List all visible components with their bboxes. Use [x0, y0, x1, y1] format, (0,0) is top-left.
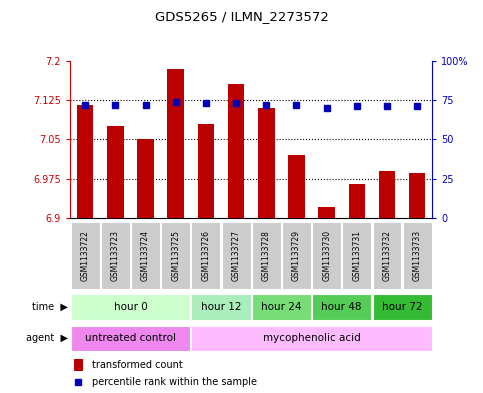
Text: time  ▶: time ▶ — [32, 302, 68, 312]
Bar — [318, 207, 335, 218]
Text: GSM1133723: GSM1133723 — [111, 230, 120, 281]
Bar — [379, 171, 395, 218]
Text: transformed count: transformed count — [92, 360, 183, 370]
Text: GSM1133727: GSM1133727 — [231, 230, 241, 281]
Bar — [349, 184, 365, 218]
Text: hour 0: hour 0 — [114, 302, 147, 312]
Bar — [312, 294, 371, 320]
Text: GSM1133724: GSM1133724 — [141, 230, 150, 281]
Text: agent  ▶: agent ▶ — [26, 333, 68, 343]
Text: hour 48: hour 48 — [322, 302, 362, 312]
Bar — [77, 105, 93, 218]
Bar — [282, 222, 311, 289]
Text: hour 12: hour 12 — [201, 302, 241, 312]
Bar — [71, 326, 190, 351]
Text: GSM1133732: GSM1133732 — [383, 230, 392, 281]
Bar — [131, 222, 160, 289]
Bar — [137, 140, 154, 218]
Bar — [372, 294, 432, 320]
Bar — [71, 294, 190, 320]
Bar — [191, 294, 251, 320]
Bar — [191, 326, 432, 351]
Bar — [228, 84, 244, 218]
Bar — [222, 222, 251, 289]
Bar — [161, 222, 190, 289]
Bar — [409, 173, 426, 218]
Text: untreated control: untreated control — [85, 333, 176, 343]
Text: GDS5265 / ILMN_2273572: GDS5265 / ILMN_2273572 — [155, 10, 328, 23]
Bar — [288, 155, 305, 218]
Bar — [101, 222, 130, 289]
Bar — [252, 294, 311, 320]
Text: GSM1133729: GSM1133729 — [292, 230, 301, 281]
Bar — [342, 222, 371, 289]
Text: GSM1133726: GSM1133726 — [201, 230, 211, 281]
Bar — [258, 108, 274, 218]
Text: hour 24: hour 24 — [261, 302, 301, 312]
Bar — [198, 124, 214, 218]
Bar — [168, 69, 184, 218]
Text: GSM1133731: GSM1133731 — [352, 230, 361, 281]
Bar — [107, 126, 124, 218]
Text: mycophenolic acid: mycophenolic acid — [263, 333, 360, 343]
Text: GSM1133730: GSM1133730 — [322, 230, 331, 281]
Bar — [71, 222, 99, 289]
Bar — [191, 222, 220, 289]
Text: GSM1133733: GSM1133733 — [412, 230, 422, 281]
Text: GSM1133728: GSM1133728 — [262, 230, 271, 281]
Bar — [73, 359, 83, 371]
Text: percentile rank within the sample: percentile rank within the sample — [92, 377, 257, 387]
Text: GSM1133725: GSM1133725 — [171, 230, 180, 281]
Bar — [252, 222, 281, 289]
Bar — [312, 222, 341, 289]
Bar — [372, 222, 401, 289]
Text: GSM1133722: GSM1133722 — [81, 230, 90, 281]
Text: hour 72: hour 72 — [382, 302, 422, 312]
Bar — [403, 222, 432, 289]
